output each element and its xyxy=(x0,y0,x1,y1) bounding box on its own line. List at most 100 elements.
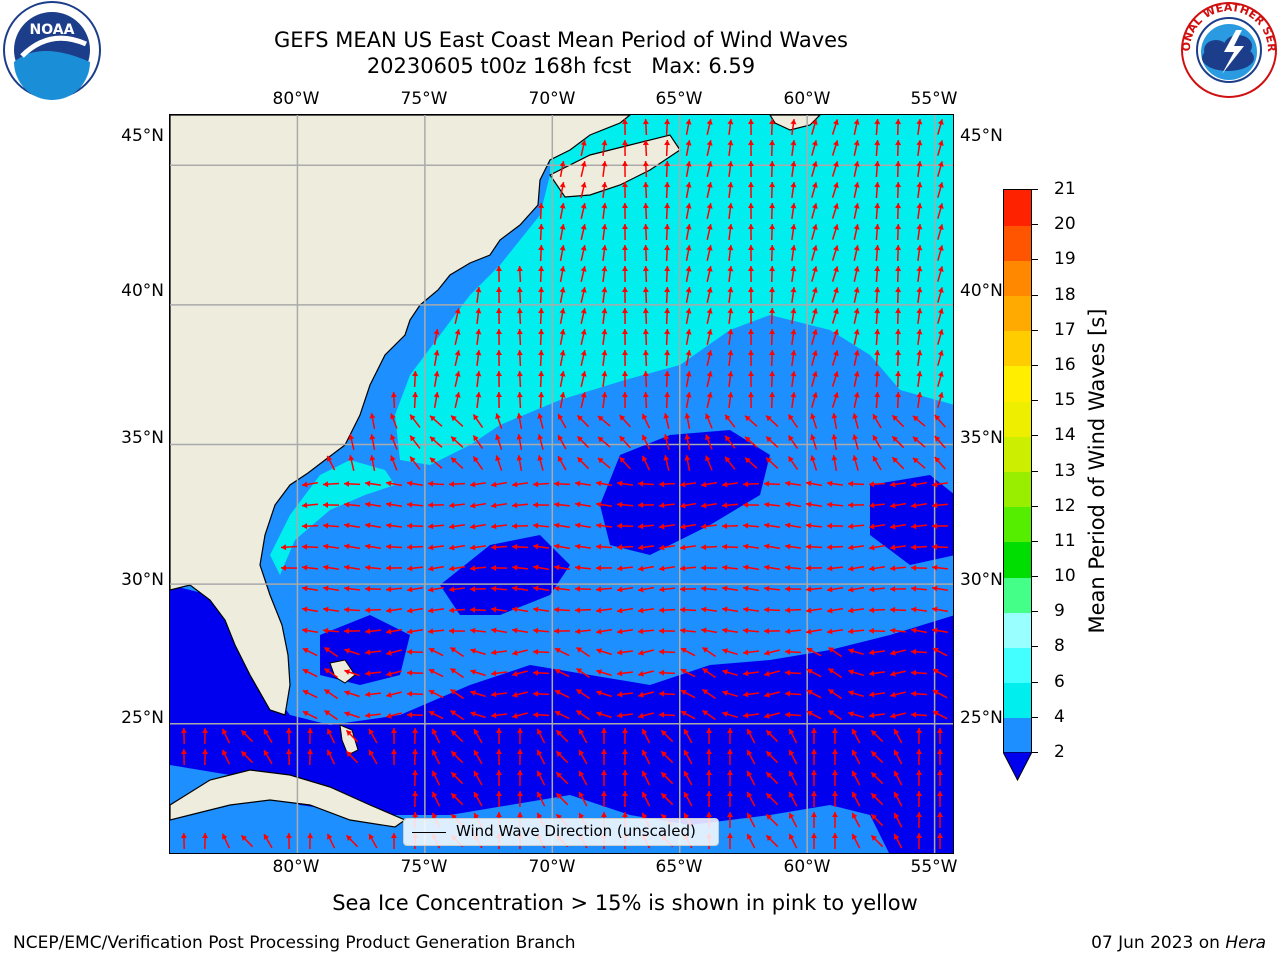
wave-arrow-head xyxy=(727,287,734,293)
wave-arrow-head xyxy=(664,266,671,272)
wave-arrow-head xyxy=(659,481,665,488)
credit-date: 07 Jun 2023 on Hera xyxy=(1091,933,1266,953)
wave-arrow-head xyxy=(577,436,583,442)
wave-arrow-head xyxy=(916,770,922,775)
wave-arrow-head xyxy=(368,729,375,735)
wave-arrow-head xyxy=(912,415,919,422)
wave-arrow-head xyxy=(407,648,413,655)
wave-arrow-head xyxy=(828,647,835,653)
colorbar-segment xyxy=(1004,682,1031,719)
wave-arrow-head xyxy=(554,648,561,654)
wave-arrow-head xyxy=(577,457,583,463)
colorbar-tick-label: 4 xyxy=(1054,706,1065,727)
wave-arrow-head xyxy=(727,749,733,754)
wave-arrow-head xyxy=(764,522,770,529)
wave-arrow-head xyxy=(769,203,776,209)
wave-arrow-head xyxy=(895,350,902,356)
wave-arrow-head xyxy=(743,670,749,677)
wave-arrow-head xyxy=(454,350,461,356)
wave-arrow-head xyxy=(788,414,794,421)
wave-arrow-head xyxy=(932,647,939,654)
wave-arrow-head xyxy=(937,245,944,251)
wave-arrow-head xyxy=(848,648,854,654)
map-legend: Wind Wave Direction (unscaled) xyxy=(403,818,719,846)
wave-arrow-head xyxy=(470,586,476,593)
wave-arrow-head xyxy=(683,771,690,777)
wave-arrow-head xyxy=(622,749,628,754)
wave-arrow-head xyxy=(725,456,731,463)
wave-arrow-head xyxy=(934,457,941,463)
wave-arrow-head xyxy=(617,649,623,656)
wave-arrow-head xyxy=(727,224,734,230)
wave-arrow-head xyxy=(281,565,286,571)
wave-arrow-head xyxy=(517,791,523,796)
wave-arrow-head xyxy=(727,371,734,377)
wave-arrow-head xyxy=(578,750,585,756)
wave-arrow-head xyxy=(307,728,314,734)
wave-arrow-head xyxy=(748,308,754,313)
wave-arrow-head xyxy=(512,543,518,550)
graticule xyxy=(170,115,953,853)
wave-arrow-head xyxy=(852,455,859,461)
wave-arrow-head xyxy=(932,627,938,634)
wave-arrow-head xyxy=(769,350,776,356)
lat-label-left: 25°N xyxy=(121,708,164,728)
wave-arrow-head xyxy=(538,392,545,398)
wave-arrow-head xyxy=(580,329,587,335)
wave-arrow-head xyxy=(556,730,562,736)
wave-arrow-head xyxy=(491,481,497,488)
wave-arrow-head xyxy=(538,224,545,230)
wave-arrow-head xyxy=(916,392,923,398)
wave-arrow-head xyxy=(745,457,751,464)
wave-arrow-head xyxy=(766,457,772,464)
lon-label-bottom: 65°W xyxy=(655,857,703,877)
wave-arrow-head xyxy=(895,224,902,230)
wave-arrow-head xyxy=(451,772,457,778)
wave-arrow-head xyxy=(601,392,608,398)
wave-arrow-head xyxy=(790,371,797,377)
wave-arrow-head xyxy=(811,182,818,188)
wave-arrow-head xyxy=(390,455,396,462)
wave-arrow-head xyxy=(575,585,581,592)
wave-arrow-head xyxy=(390,434,396,441)
wave-arrow-head xyxy=(596,480,602,487)
chart-title: GEFS MEAN US East Coast Mean Period of W… xyxy=(274,28,848,52)
wave-arrow-head xyxy=(769,329,776,335)
wave-arrow-head xyxy=(937,119,944,125)
wave-arrow-head xyxy=(685,329,692,335)
wave-arrow-head xyxy=(790,308,797,314)
wave-arrow-head xyxy=(302,669,309,675)
wave-arrow-head xyxy=(871,751,877,757)
wave-arrow-head xyxy=(869,712,875,719)
wave-arrow-head xyxy=(428,586,434,593)
wave-arrow-head xyxy=(680,502,686,509)
wave-arrow-head xyxy=(706,329,713,335)
wave-arrow-head xyxy=(575,480,581,487)
wave-arrow-head xyxy=(769,392,776,398)
colorbar-tick-label: 14 xyxy=(1054,425,1076,446)
wave-arrow-head xyxy=(701,544,707,551)
wave-arrow-head xyxy=(533,690,539,697)
wave-arrow-head xyxy=(324,668,331,674)
wave-arrow-head xyxy=(470,606,476,613)
wave-arrow-head xyxy=(833,140,839,147)
wave-arrow-head xyxy=(428,690,435,696)
wave-arrow-head xyxy=(937,266,944,272)
wave-arrow-head xyxy=(706,770,712,775)
wave-arrow-head xyxy=(263,834,270,840)
wave-arrow-head xyxy=(617,565,623,572)
wave-arrow-head xyxy=(874,350,881,356)
wave-arrow-head xyxy=(473,729,480,735)
wave-arrow-head xyxy=(559,371,566,377)
colorbar-tick xyxy=(1032,294,1038,296)
wave-arrow-head xyxy=(663,434,670,440)
wave-arrow-head xyxy=(937,728,943,733)
wave-arrow-head xyxy=(449,523,455,530)
wave-arrow-head xyxy=(853,245,860,251)
wave-arrow-head xyxy=(911,564,917,571)
wave-arrow-head xyxy=(722,502,728,509)
wave-arrow-head xyxy=(706,728,712,733)
wave-arrow-head xyxy=(892,436,898,442)
wave-arrow-head xyxy=(533,522,539,529)
wave-arrow-head xyxy=(832,812,838,817)
